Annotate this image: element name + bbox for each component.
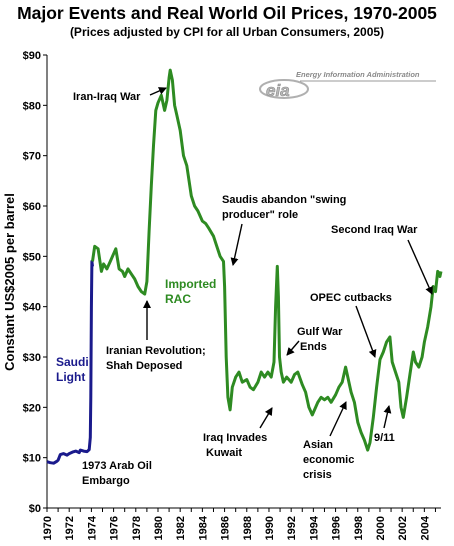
y-tick-label: $70 (23, 151, 41, 163)
y-axis-ticks: $0 $10 $20 $30 $40 $50 $60 $70 $80 $90 (23, 50, 47, 515)
x-tick-label: 1994 (308, 515, 320, 540)
y-axis-label: Constant US$2005 per barrel (2, 193, 17, 371)
y-tick-label: $40 (23, 302, 41, 314)
y-tick-label: $80 (23, 100, 41, 112)
arrow-nine-eleven (383, 405, 392, 429)
eia-logo-mark: eia (266, 81, 290, 100)
annotation-iranian-revolution-line2: Shah Deposed (106, 360, 182, 372)
y-tick-label: $50 (23, 251, 41, 263)
series-imported-rac-line (91, 68, 443, 452)
arrow-opec-cutbacks (355, 305, 377, 358)
annotation-imported-rac-line2: RAC (165, 292, 191, 306)
annotation-asian-crisis-line3: crisis (303, 469, 332, 481)
chart-subtitle: (Prices adjusted by CPI for all Urban Co… (69, 25, 385, 39)
eia-logo: eia Energy Information Administration (259, 70, 436, 100)
annotation-iran-iraq-war: Iran-Iraq War (73, 91, 141, 103)
annotation-arab-embargo-line2: Embargo (82, 475, 130, 487)
x-tick-label: 1996 (331, 516, 343, 540)
x-tick-label: 1980 (153, 516, 165, 540)
x-tick-label: 2004 (419, 515, 431, 540)
annotation-asian-crisis-line1: Asian (303, 439, 333, 451)
annotation-arab-embargo-line1: 1973 Arab Oil (82, 460, 152, 472)
arrow-iran-iraq-war (149, 87, 167, 96)
annotation-saudi-light-line2: Light (56, 370, 85, 384)
annotation-second-iraq-war: Second Iraq War (331, 224, 418, 236)
x-tick-label: 1988 (242, 516, 254, 540)
arrow-gulf-war-ends (286, 340, 300, 356)
x-tick-label: 1970 (42, 516, 54, 540)
x-tick-label: 1976 (109, 516, 121, 540)
annotation-asian-crisis-line2: economic (303, 454, 354, 466)
x-tick-label: 1990 (264, 516, 276, 540)
x-tick-label: 1986 (220, 516, 232, 540)
x-tick-label: 1978 (131, 516, 143, 540)
x-tick-label: 1998 (353, 516, 365, 540)
annotation-saudis-abandon-line1: Saudis abandon "swing (222, 194, 346, 206)
eia-logo-text: Energy Information Administration (296, 70, 420, 79)
x-tick-label: 1972 (64, 516, 76, 540)
x-tick-label: 1982 (175, 516, 187, 540)
annotation-opec-cutbacks: OPEC cutbacks (310, 292, 392, 304)
annotations: Iran-Iraq War Saudis abandon "swing prod… (56, 87, 433, 487)
x-tick-label: 1992 (286, 516, 298, 540)
annotation-gulf-war-ends-line2: Ends (300, 341, 327, 353)
annotation-imported-rac-line1: Imported (165, 277, 216, 291)
eia-logo-swoosh (259, 79, 309, 99)
arrow-iraq-invades (259, 407, 273, 429)
annotation-nine-eleven: 9/11 (374, 432, 395, 444)
y-tick-label: $30 (23, 352, 41, 364)
x-tick-label: 1984 (197, 515, 209, 540)
annotation-gulf-war-ends-line1: Gulf War (297, 326, 343, 338)
series-saudi-light-line (46, 259, 94, 465)
annotation-saudis-abandon-line2: producer" role (222, 209, 298, 221)
x-tick-label: 2000 (375, 516, 387, 540)
arrow-second-iraq-war (407, 239, 433, 295)
arrow-saudis-abandon (230, 223, 243, 266)
x-axis-ticks: 1970 1972 1974 1976 1978 1980 1982 1984 1986 1988… (42, 508, 436, 540)
y-tick-label: $60 (23, 201, 41, 213)
annotation-iraq-invades-line2: Kuwait (206, 447, 242, 459)
x-tick-label: 1974 (86, 515, 98, 540)
annotation-iraq-invades-line1: Iraq Invades (203, 432, 267, 444)
y-tick-label: $10 (23, 453, 41, 465)
annotation-iranian-revolution-line1: Iranian Revolution; (106, 345, 206, 357)
x-tick-label: 2002 (397, 516, 409, 540)
chart-title: Major Events and Real World Oil Prices, … (17, 3, 437, 23)
y-tick-label: $0 (29, 503, 41, 515)
annotation-saudi-light-line1: Saudi (56, 355, 89, 369)
y-tick-label: $20 (23, 402, 41, 414)
arrow-asian-crisis (329, 401, 347, 437)
y-tick-label: $90 (23, 50, 41, 62)
